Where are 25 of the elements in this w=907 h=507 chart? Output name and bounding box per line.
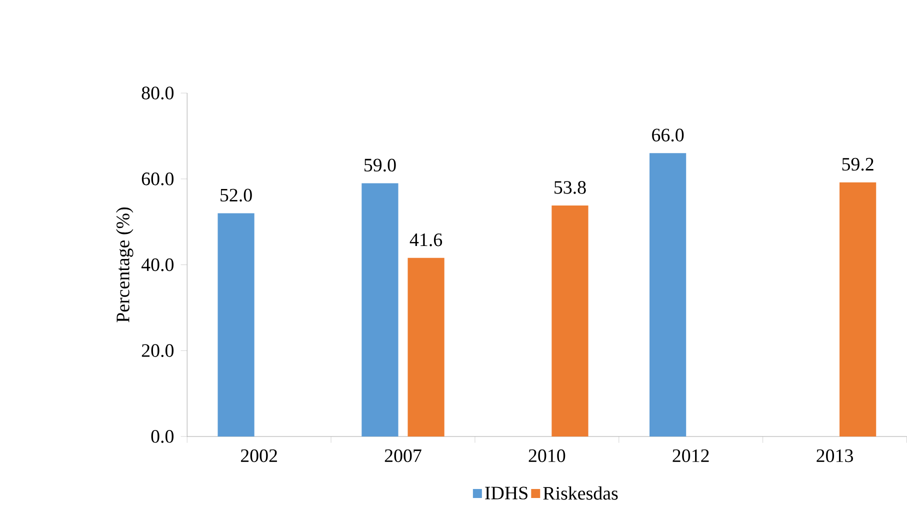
y-tick-label: 40.0 xyxy=(141,258,174,271)
x-tick-label: 2013 xyxy=(816,449,853,462)
x-tick-label: 2010 xyxy=(528,449,566,462)
data-label: 66.0 xyxy=(652,128,684,142)
x-tick-label: 2002 xyxy=(240,449,277,462)
data-label: 59.2 xyxy=(842,158,874,171)
y-tick-label: 0.0 xyxy=(151,430,174,443)
bar xyxy=(650,152,686,436)
data-label: 41.6 xyxy=(410,233,442,246)
y-tick-label: 80.0 xyxy=(142,86,174,100)
y-tick-label: 60.0 xyxy=(142,172,174,186)
data-label: 59.0 xyxy=(364,158,396,172)
bar xyxy=(552,205,588,436)
bar xyxy=(362,182,398,436)
x-tick-label: 2012 xyxy=(672,449,709,462)
y-tick-label: 20.0 xyxy=(142,344,174,357)
y-axis-title: Percentage (%) xyxy=(116,207,134,322)
bar xyxy=(218,213,254,436)
bar xyxy=(840,182,876,436)
bar xyxy=(408,258,444,436)
data-label: 53.8 xyxy=(554,180,586,194)
data-label: 52.0 xyxy=(220,188,252,202)
legend-label: Riskesdas xyxy=(543,486,618,500)
legend-label: IDHS xyxy=(485,486,528,500)
x-tick-label: 2007 xyxy=(384,449,422,462)
